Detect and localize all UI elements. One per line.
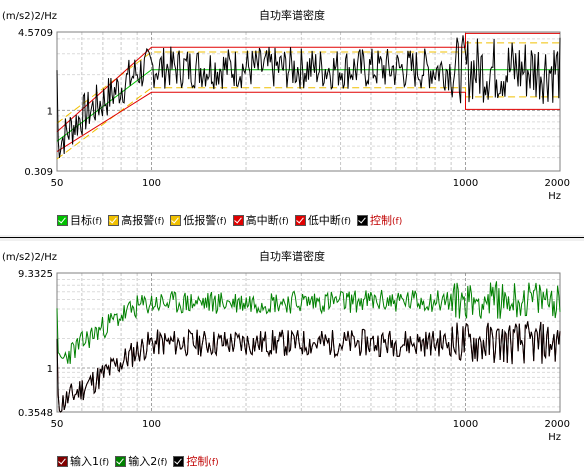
x-tick-label: 1000 (453, 178, 478, 189)
y-tick-label: 4.5709 (18, 28, 53, 39)
legend-label: 输入1(f) (70, 455, 110, 468)
y-tick-label: 1 (47, 106, 53, 117)
legend-checkbox[interactable] (173, 455, 185, 467)
legend-item[interactable]: 高中断(f) (232, 212, 289, 228)
legend-label: 控制(f) (370, 214, 403, 227)
series-line-控制 (56, 321, 561, 413)
legend-checkbox[interactable] (57, 214, 68, 226)
legend-checkbox[interactable] (115, 455, 127, 467)
legend-label: 控制(f) (186, 455, 219, 468)
legend-item[interactable]: 目标(f) (57, 212, 102, 228)
x-tick-label: 1000 (453, 419, 478, 430)
x-axis-label: Hz (548, 191, 561, 202)
plot-frame (56, 31, 561, 172)
legend-label: 高中断(f) (245, 214, 289, 227)
legend-checkbox[interactable] (294, 214, 306, 226)
chart-title: 自功率谱密度 (259, 249, 325, 263)
x-tick-label: 2000 (545, 419, 570, 430)
y-tick-label: 9.3325 (18, 269, 53, 280)
y-tick-label: 0.309 (24, 167, 53, 178)
y-axis-label: (m/s2)2/Hz (2, 11, 57, 22)
plot-frame (56, 272, 561, 413)
x-tick-label: 50 (51, 178, 64, 189)
y-axis-label: (m/s2)2/Hz (2, 252, 57, 263)
series-line-控制 (56, 35, 561, 158)
series-line-高中断 (56, 32, 560, 133)
legend-checkbox[interactable] (357, 214, 369, 226)
series-line-高报警 (56, 42, 560, 124)
y-tick-label: 0.3548 (18, 408, 53, 419)
x-tick-label: 50 (51, 419, 64, 430)
legend-item[interactable]: 低中断(f) (294, 212, 352, 228)
legend-label: 目标(f) (70, 214, 103, 227)
legend-checkbox[interactable] (232, 214, 244, 226)
chart-panel-bottom: 自功率谱密度 (m/s2)2/Hz 9.3325 1 0.3548 50 100 1000 20… (0, 241, 584, 476)
legend-item[interactable]: 控制(f) (173, 453, 219, 469)
legend-label: 输入2(f) (128, 455, 168, 468)
series-line-输入2 (56, 281, 561, 364)
x-tick-label: 2000 (545, 178, 570, 189)
legend-checkbox[interactable] (57, 455, 68, 467)
legend-bottom: 输入1(f) 输入2(f) 控制(f) (57, 453, 219, 469)
panel-divider[interactable] (0, 235, 584, 241)
series-line-低报警 (56, 87, 560, 160)
legend-item[interactable]: 高报警(f) (108, 212, 164, 228)
x-tick-label: 100 (142, 178, 161, 189)
y-tick-label: 1 (47, 364, 53, 375)
legend-item[interactable]: 输入2(f) (115, 453, 167, 469)
legend-item[interactable]: 控制(f) (357, 212, 402, 228)
chart-title: 自功率谱密度 (259, 8, 325, 22)
chart-panel-top: 自功率谱密度 (m/s2)2/Hz 4.5709 1 0.309 50 100 1000 200… (0, 0, 584, 235)
legend-checkbox[interactable] (108, 214, 120, 226)
x-axis-label: Hz (548, 432, 561, 443)
legend-item[interactable]: 低报警(f) (170, 212, 227, 228)
legend-checkbox[interactable] (170, 214, 182, 226)
legend-label: 低报警(f) (183, 214, 227, 227)
series-line-目标 (56, 69, 560, 142)
legend-label: 低中断(f) (307, 214, 352, 227)
panel-divider-line (0, 237, 584, 238)
legend-top: 目标(f) 高报警(f) 低报警(f) 高中断(f) 低中断(f) 控制(f) (57, 212, 402, 228)
series-line-低中断 (56, 91, 560, 153)
x-tick-label: 100 (142, 419, 161, 430)
legend-label: 高报警(f) (121, 214, 165, 227)
legend-item[interactable]: 输入1(f) (57, 453, 109, 469)
